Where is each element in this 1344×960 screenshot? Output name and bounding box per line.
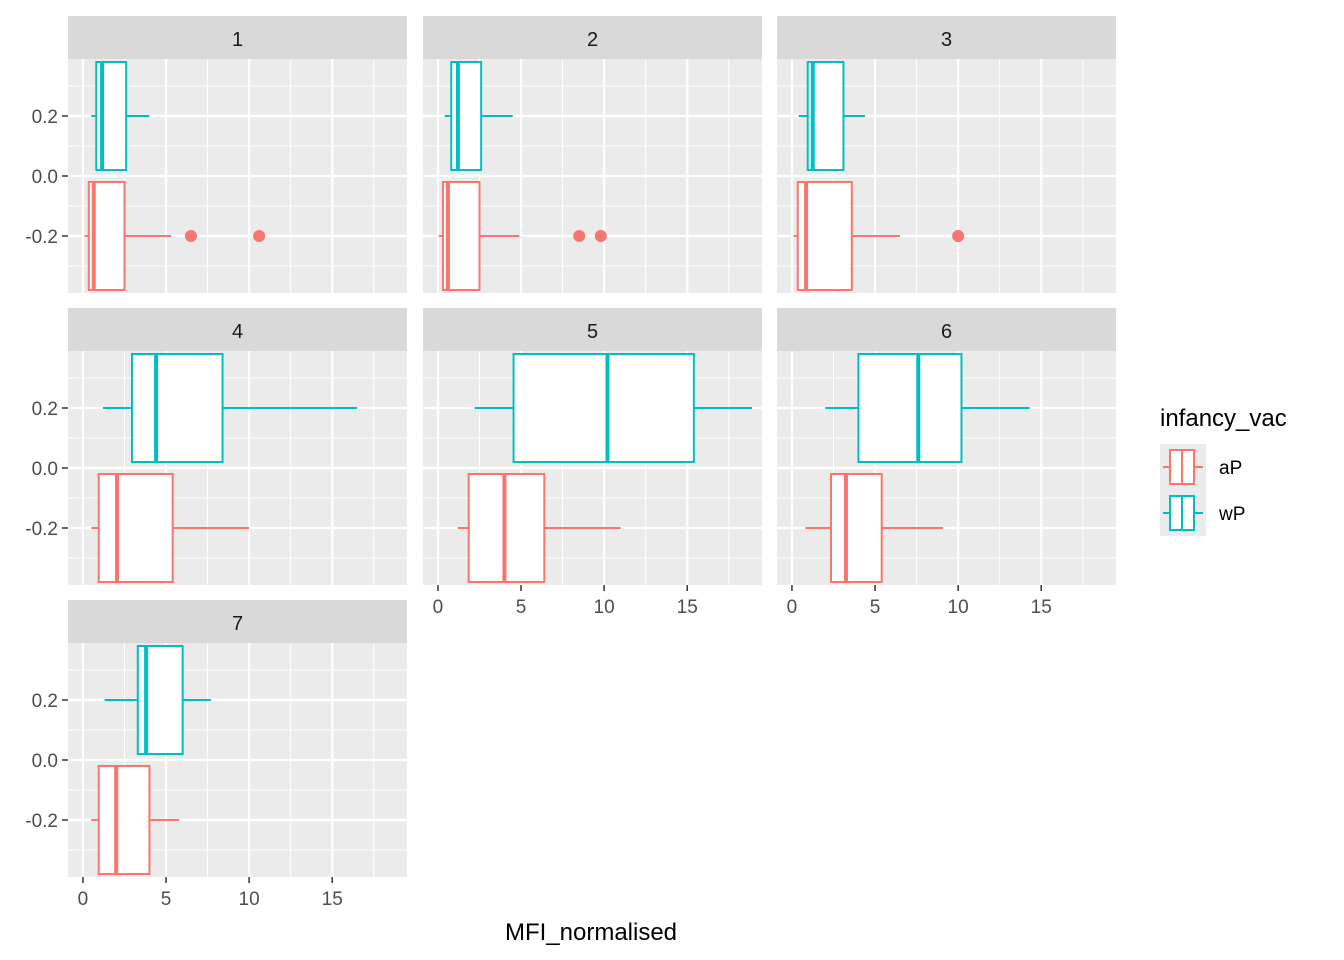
facet-strip bbox=[423, 16, 762, 59]
box-wP bbox=[474, 353, 753, 463]
box-wP bbox=[825, 353, 1030, 463]
outlier-point bbox=[573, 230, 586, 242]
box-aP bbox=[438, 181, 607, 291]
facet-panel-3: 3 bbox=[777, 16, 1116, 293]
y-tick-label: 0.0 bbox=[32, 459, 58, 480]
facet-strip bbox=[68, 600, 407, 643]
y-tick-label: -0.2 bbox=[25, 811, 58, 832]
outlier-point bbox=[594, 230, 607, 242]
x-axis-label: MFI_normalised bbox=[505, 919, 677, 946]
box-aP bbox=[805, 473, 944, 583]
y-tick-label: -0.2 bbox=[25, 227, 58, 248]
box-aP bbox=[793, 181, 965, 291]
box-iqr bbox=[467, 473, 546, 583]
facet-panel-6: 6 bbox=[777, 308, 1116, 585]
box-wP bbox=[102, 353, 358, 463]
box-iqr bbox=[450, 61, 483, 171]
facet-strip bbox=[423, 308, 762, 351]
box-aP bbox=[84, 181, 266, 291]
box-iqr bbox=[97, 473, 174, 583]
box-wP bbox=[104, 645, 211, 755]
facet-strip-label: 3 bbox=[941, 29, 952, 51]
facet-panel-5: 5 bbox=[423, 308, 762, 585]
facet-strip bbox=[68, 16, 407, 59]
facet-strip-label: 6 bbox=[941, 321, 952, 343]
facet-strip-label: 4 bbox=[232, 321, 243, 343]
facet-panel-4: 4 bbox=[68, 308, 407, 585]
box-wP bbox=[798, 61, 866, 171]
outlier-point bbox=[184, 230, 197, 242]
legend-label: aP bbox=[1219, 458, 1242, 479]
x-tick-label: 10 bbox=[239, 889, 260, 910]
legend-label: wP bbox=[1218, 504, 1245, 525]
x-tick-label: 5 bbox=[870, 597, 881, 618]
x-tick-label: 5 bbox=[161, 889, 172, 910]
facet-panel-2: 2 bbox=[423, 16, 762, 293]
box-iqr bbox=[512, 353, 695, 463]
facet-strip bbox=[777, 16, 1116, 59]
legend-keys: aP wP bbox=[1160, 444, 1245, 536]
x-tick-label: 5 bbox=[516, 597, 527, 618]
facet-panel-7: 7 bbox=[68, 600, 407, 877]
x-tick-label: 0 bbox=[787, 597, 798, 618]
facet-strip-label: 2 bbox=[587, 29, 598, 51]
facet-strip-label: 5 bbox=[587, 321, 598, 343]
box-iqr bbox=[857, 353, 963, 463]
outlier-point bbox=[952, 230, 965, 242]
x-tick-label: 15 bbox=[1031, 597, 1052, 618]
y-tick-label: -0.2 bbox=[25, 519, 58, 540]
facet-strip-label: 7 bbox=[232, 613, 243, 635]
legend-title: infancy_vac bbox=[1160, 405, 1287, 432]
box-iqr bbox=[97, 765, 151, 875]
y-tick-label: 0.2 bbox=[32, 691, 58, 712]
axes: 0.2 0.0 -0.2 0.2 0.0 -0.2 0 5 10 15 0 5 10 15 0.2 0.0 -0… bbox=[25, 107, 1052, 910]
box-wP bbox=[444, 61, 513, 171]
box-wP bbox=[91, 61, 150, 171]
box-iqr bbox=[130, 353, 224, 463]
y-tick-label: 0.2 bbox=[32, 107, 58, 128]
legend-key-wP: wP bbox=[1160, 490, 1245, 536]
x-tick-label: 15 bbox=[677, 597, 698, 618]
box-aP bbox=[457, 473, 621, 583]
x-tick-label: 15 bbox=[322, 889, 343, 910]
box-aP bbox=[91, 765, 180, 875]
facet-strip bbox=[777, 308, 1116, 351]
outlier-point bbox=[253, 230, 266, 242]
x-tick-label: 0 bbox=[78, 889, 89, 910]
y-tick-label: 0.0 bbox=[32, 751, 58, 772]
box-iqr bbox=[830, 473, 883, 583]
legend: infancy_vac aP wP bbox=[1160, 405, 1287, 536]
y-tick-label: 0.0 bbox=[32, 167, 58, 188]
facet-panel-1: 1 bbox=[68, 16, 407, 293]
x-tick-label: 0 bbox=[433, 597, 444, 618]
box-aP bbox=[91, 473, 250, 583]
facet-strip bbox=[68, 308, 407, 351]
y-tick-label: 0.2 bbox=[32, 399, 58, 420]
legend-key-aP: aP bbox=[1160, 444, 1242, 490]
facet-strip-label: 1 bbox=[232, 29, 243, 51]
facet-panels: 1 2 3 4 5 6 7 bbox=[68, 16, 1116, 877]
x-tick-label: 10 bbox=[594, 597, 615, 618]
x-tick-label: 10 bbox=[948, 597, 969, 618]
